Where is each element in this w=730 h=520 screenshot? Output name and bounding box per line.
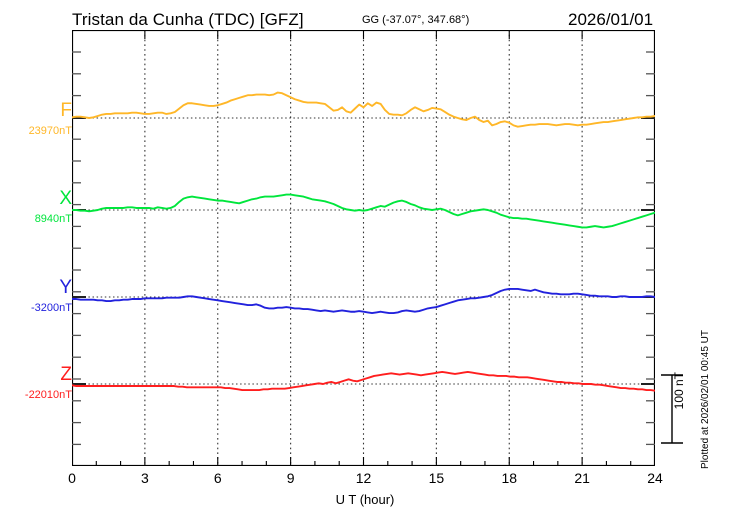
plot-svg bbox=[72, 30, 655, 466]
plotted-timestamp: Plotted at 2026/02/01 00:45 UT bbox=[700, 330, 711, 469]
trace-Y bbox=[72, 288, 655, 315]
page-title: Tristan da Cunha (TDC) [GFZ] bbox=[72, 10, 304, 29]
observation-date: 2026/01/01 bbox=[568, 10, 654, 29]
component-letter-X: X bbox=[59, 188, 72, 209]
geographic-coordinates: GG (-37.07°, 347.68°) bbox=[362, 14, 470, 26]
x-tick-label: 21 bbox=[574, 470, 590, 486]
component-baseline-Z: -22010nT bbox=[24, 389, 72, 401]
magnetogram-plot bbox=[72, 30, 655, 466]
x-tick-label: 24 bbox=[647, 470, 663, 486]
component-baseline-Y: -3200nT bbox=[31, 302, 72, 314]
x-tick-label: 12 bbox=[355, 470, 372, 486]
x-tick-label: 0 bbox=[68, 470, 76, 486]
component-baseline-F: 23970nT bbox=[28, 125, 72, 137]
x-axis-title: U T (hour) bbox=[335, 492, 395, 507]
component-letter-F: F bbox=[60, 100, 72, 121]
component-baseline-X: 8940nT bbox=[34, 213, 72, 225]
trace-Z bbox=[72, 370, 655, 392]
x-tick-label: 9 bbox=[286, 470, 295, 486]
trace-X bbox=[72, 193, 655, 229]
x-tick-label: 15 bbox=[428, 470, 445, 486]
x-tick-label: 6 bbox=[213, 470, 222, 486]
x-tick-label: 18 bbox=[501, 470, 518, 486]
component-letter-Z: Z bbox=[60, 364, 72, 385]
component-letter-Y: Y bbox=[59, 277, 72, 298]
scale-bar-label: 100 nT bbox=[672, 372, 686, 410]
x-tick-label: 3 bbox=[140, 470, 149, 486]
trace-F bbox=[72, 91, 655, 128]
scale-bar bbox=[661, 374, 683, 444]
